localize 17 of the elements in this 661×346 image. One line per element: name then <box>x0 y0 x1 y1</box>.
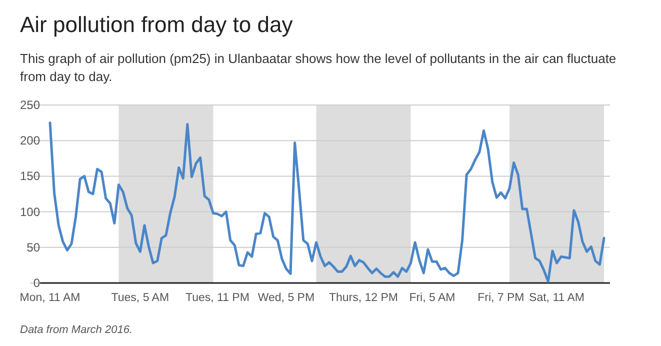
y-tick-label: 150 <box>20 169 40 184</box>
chart-title: Air pollution from day to day <box>20 12 293 37</box>
y-tick-label: 200 <box>20 134 40 148</box>
chart-subtitle: This graph of air pollution (pm25) in Ulanbaatar shows how the level of pollutants in the air can fluctuate from day to day. <box>20 51 616 84</box>
x-tick-label: Tues, 5 AM <box>111 292 170 304</box>
x-tick-label: Thurs, 12 PM <box>328 292 398 304</box>
x-tick-label: Wed, 5 PM <box>258 292 315 304</box>
x-tick-label: Fri, 7 PM <box>478 292 524 304</box>
y-tick-label: 100 <box>20 204 40 219</box>
y-tick-label: 250 <box>20 98 40 112</box>
x-tick-label: Fri, 5 AM <box>409 292 456 304</box>
y-tick-label: 0 <box>33 276 40 290</box>
text: Data from March 2016. <box>20 324 132 336</box>
y-tick-label: 50 <box>26 240 40 254</box>
x-tick-label: Sat, 11 AM <box>529 292 584 304</box>
x-tick-label: Tues, 11 PM <box>186 292 250 304</box>
x-tick-label: Mon, 11 AM <box>20 292 80 304</box>
